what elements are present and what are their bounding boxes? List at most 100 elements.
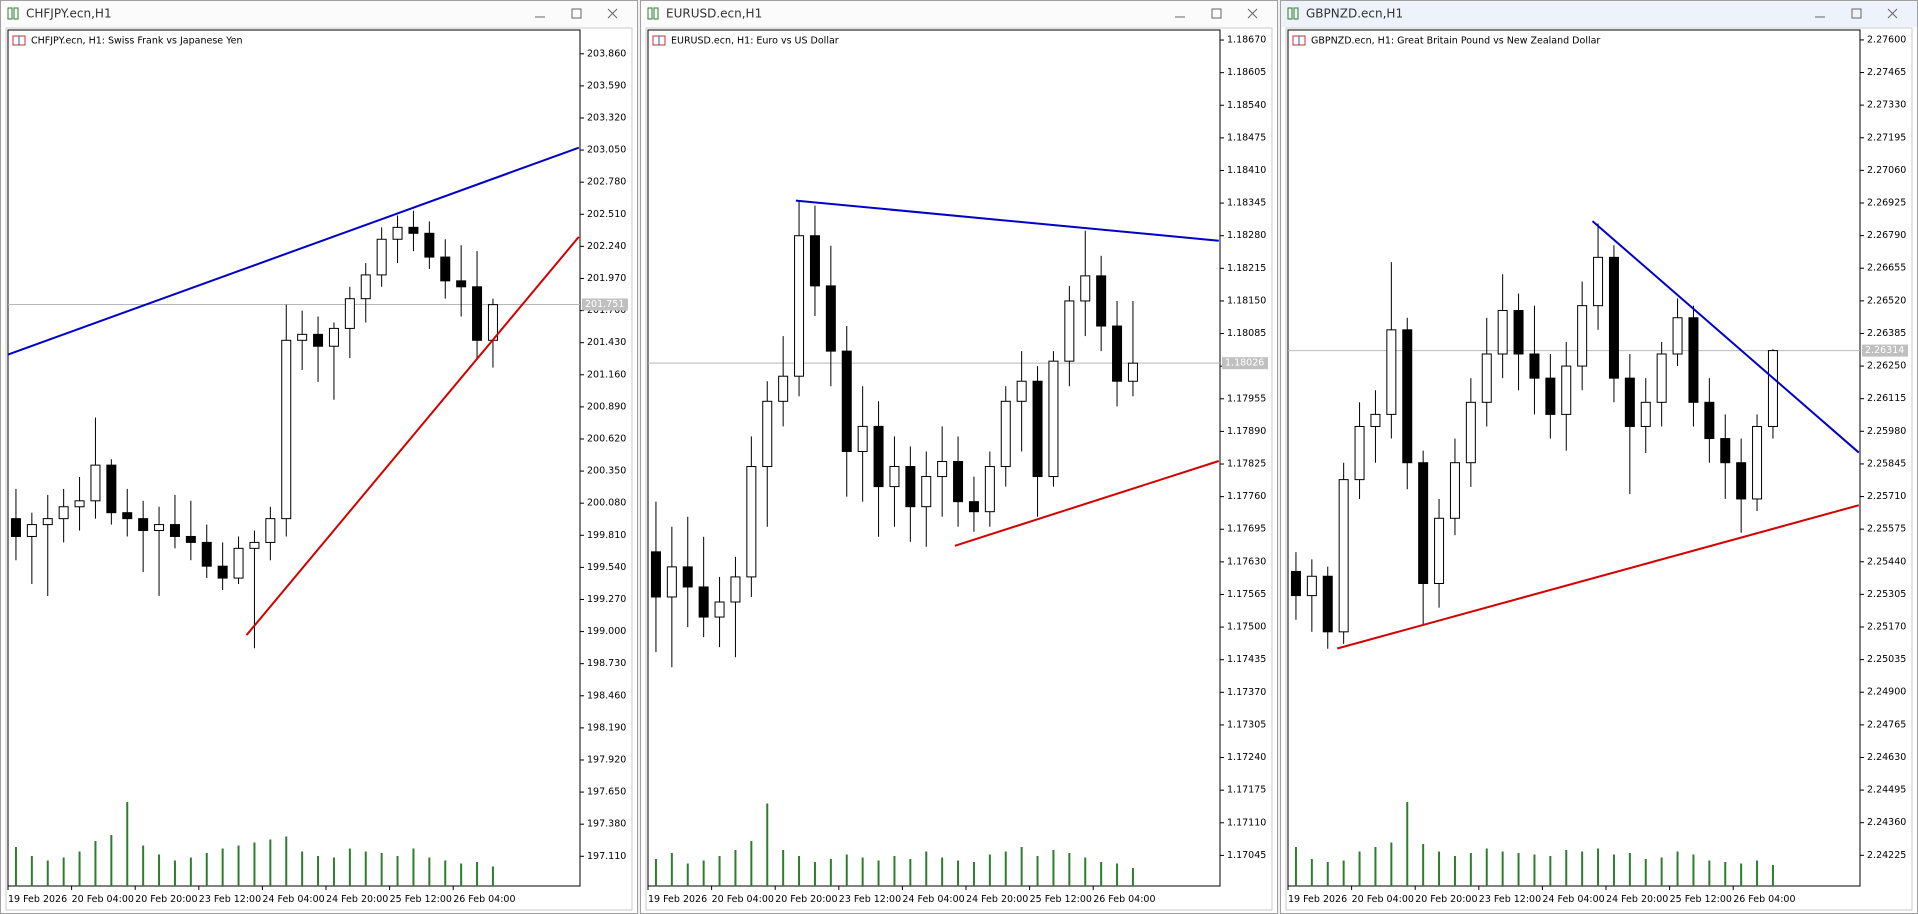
volume-bar	[766, 803, 769, 886]
candle-body	[762, 400, 773, 468]
candle-body	[1354, 425, 1365, 481]
volume-bar	[348, 848, 351, 886]
candle-body	[1016, 380, 1027, 402]
volume-bar	[1771, 865, 1774, 886]
candle-body	[408, 226, 419, 234]
x-tick-label: 19 Feb 2026	[648, 894, 707, 905]
volume-bar	[988, 854, 991, 886]
x-tick-label: 20 Feb 20:00	[775, 894, 837, 905]
x-tick-label: 24 Feb 20:00	[1606, 894, 1668, 905]
candle-body	[1545, 377, 1556, 415]
y-tick-label: 1.18280	[1227, 230, 1266, 241]
candle-body	[1720, 438, 1731, 464]
y-tick-label: 202.780	[587, 177, 626, 188]
trendline[interactable]	[1591, 220, 1860, 454]
candle-body	[281, 339, 292, 520]
close-button[interactable]	[607, 8, 618, 19]
volume-bar	[364, 851, 367, 886]
x-tick-label: 24 Feb 20:00	[966, 894, 1028, 905]
title-bar	[1281, 1, 1917, 27]
x-tick-label: 23 Feb 12:00	[199, 894, 261, 905]
y-tick-label: 2.26790	[1867, 230, 1906, 241]
volume-bar	[1469, 853, 1472, 886]
y-tick-label: 2.26115	[1867, 393, 1906, 404]
candle-body	[392, 226, 403, 240]
close-button[interactable]	[1247, 8, 1258, 19]
volume-bar	[734, 850, 737, 886]
chart-window: GBPNZD.ecn,H1 GBPNZD.ecn, H1: Great Brita…	[1280, 0, 1918, 914]
volume-bar	[1501, 851, 1504, 886]
maximize-button[interactable]	[1851, 8, 1862, 19]
candle-body	[122, 512, 133, 520]
candle-body	[1127, 362, 1138, 382]
y-tick-label: 202.240	[587, 241, 626, 252]
trendline[interactable]	[8, 146, 580, 356]
candle-body	[376, 238, 387, 276]
window-icon	[1287, 7, 1293, 20]
candle-body	[921, 476, 932, 508]
x-tick-label: 24 Feb 04:00	[262, 894, 324, 905]
y-tick-label: 2.27060	[1867, 165, 1906, 176]
y-tick-label: 2.26520	[1867, 295, 1906, 306]
plot-area	[7, 29, 581, 887]
candle-body	[953, 461, 964, 503]
last-price-label: 1.18026	[1225, 358, 1264, 369]
x-tick-label: 25 Feb 12:00	[1030, 894, 1092, 905]
candle-body	[1418, 462, 1429, 585]
volume-bar	[1004, 851, 1007, 886]
y-tick-label: 203.860	[587, 48, 626, 59]
candle-body	[794, 235, 805, 377]
maximize-button[interactable]	[1211, 8, 1222, 19]
y-tick-label: 197.110	[587, 851, 626, 862]
plot-content	[648, 199, 1220, 886]
close-button[interactable]	[1887, 8, 1898, 19]
maximize-button[interactable]	[571, 8, 582, 19]
y-tick-label: 197.920	[587, 754, 626, 765]
candle-body	[825, 285, 836, 352]
volume-bar	[1406, 802, 1409, 886]
y-tick-label: 199.540	[587, 562, 626, 573]
volume-bar	[1549, 856, 1552, 886]
candle-body	[1513, 310, 1524, 355]
trendline[interactable]	[1337, 504, 1860, 650]
trendline[interactable]	[954, 460, 1220, 547]
y-tick-label: 2.26925	[1867, 197, 1906, 208]
candle-body	[249, 541, 260, 549]
x-tick-label: 20 Feb 04:00	[72, 894, 134, 905]
volume-bar	[1692, 854, 1695, 886]
candle-body	[1577, 305, 1588, 367]
candle-body	[968, 501, 979, 513]
volume-bar	[110, 835, 113, 886]
candle-body	[1481, 353, 1492, 403]
volume-bar	[1422, 844, 1425, 886]
volume-bar	[1644, 859, 1647, 886]
volume-bar	[317, 856, 320, 886]
volume-bar	[1485, 848, 1488, 886]
y-tick-label: 1.18670	[1227, 35, 1266, 46]
volume-bar	[30, 856, 33, 886]
volume-bar	[845, 854, 848, 886]
candle-body	[26, 524, 37, 537]
trendline[interactable]	[795, 199, 1219, 242]
candle-body	[873, 425, 884, 488]
window-icon	[7, 7, 13, 20]
window-title: CHFJPY.ecn,H1	[26, 7, 112, 21]
y-tick-label: 201.430	[587, 337, 626, 348]
volume-bar	[253, 842, 256, 886]
y-tick-label: 2.25440	[1867, 556, 1906, 567]
y-tick-label: 1.17045	[1227, 850, 1266, 861]
candle-body	[1640, 401, 1651, 427]
volume-bar	[702, 860, 705, 886]
volume-bar	[94, 841, 97, 886]
candle-body	[1593, 256, 1604, 307]
volume-bar	[1084, 857, 1087, 886]
y-tick-label: 1.17760	[1227, 491, 1266, 502]
volume-bar	[412, 848, 415, 886]
volume-bar	[126, 802, 129, 886]
trendline[interactable]	[245, 236, 580, 636]
volume-bar	[460, 863, 463, 886]
volume-bar	[670, 853, 673, 886]
plot-area	[1287, 29, 1861, 887]
chart-window: EURUSD.ecn,H1 EURUSD.ecn, H1: Euro vs US …	[640, 0, 1278, 914]
y-tick-label: 200.620	[587, 433, 626, 444]
